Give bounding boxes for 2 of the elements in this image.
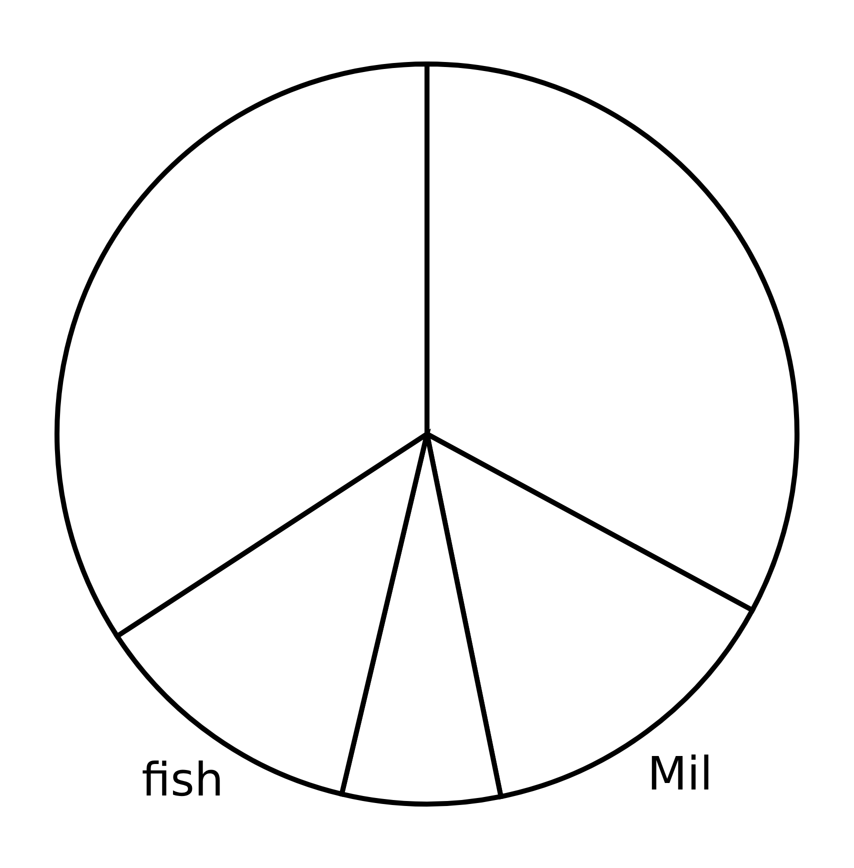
slice-label: Mil [647, 746, 713, 800]
slice-label: fish [142, 752, 224, 807]
